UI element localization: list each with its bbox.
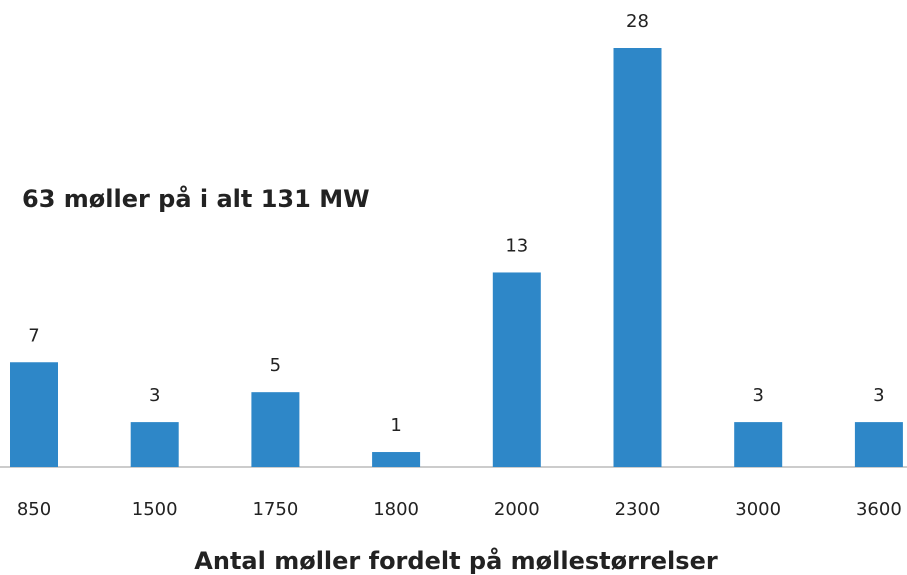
x-tick-label: 1500 [132, 499, 178, 520]
value-label: 28 [626, 11, 649, 32]
bar [251, 392, 300, 467]
x-axis-title: Antal møller fordelt på møllestørrelser [194, 546, 718, 575]
bar [372, 452, 421, 467]
x-tick-label: 2000 [494, 499, 540, 520]
value-label: 13 [505, 235, 528, 256]
value-label: 3 [149, 385, 160, 406]
x-tick-label: 1750 [252, 499, 298, 520]
bar [613, 48, 662, 467]
value-label: 1 [390, 415, 401, 436]
x-tick-label: 1800 [373, 499, 419, 520]
value-label: 3 [873, 385, 884, 406]
annotation: 63 møller på i alt 131 MW [22, 184, 370, 213]
x-tick-label: 3000 [735, 499, 781, 520]
bar [10, 362, 58, 467]
value-label: 7 [28, 325, 39, 346]
bar [492, 272, 541, 467]
bar [130, 422, 179, 467]
x-tick-label: 850 [17, 499, 51, 520]
bar [734, 422, 783, 467]
x-tick-label: 3600 [856, 499, 902, 520]
x-tick-label: 2300 [615, 499, 661, 520]
bar [854, 422, 903, 467]
value-label: 5 [270, 355, 281, 376]
value-label: 3 [752, 385, 763, 406]
